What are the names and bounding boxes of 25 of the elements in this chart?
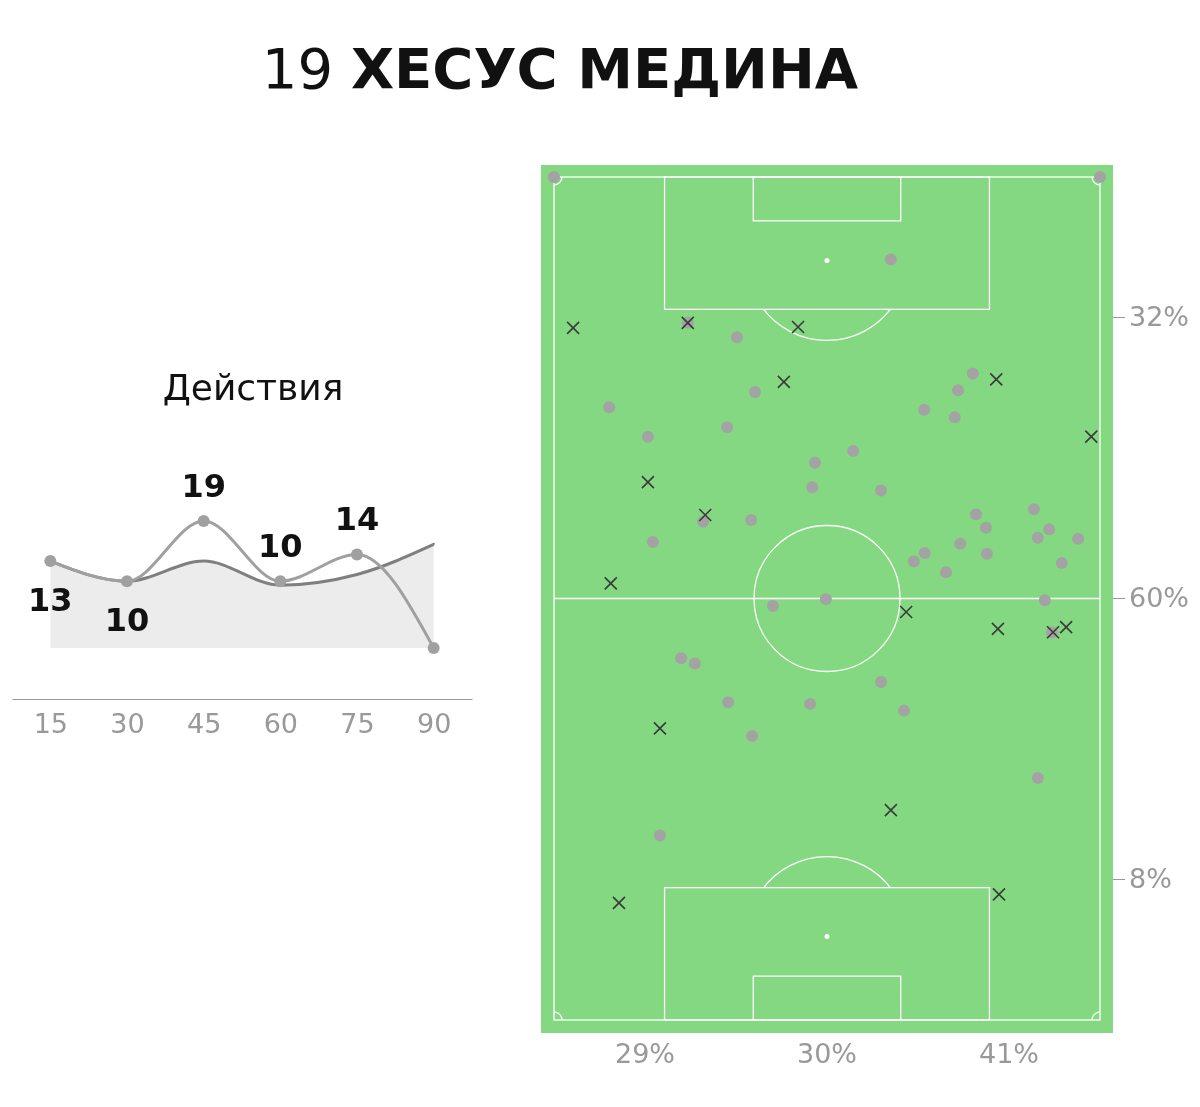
data-label: 10 (104, 601, 150, 640)
category-label: 8% (1129, 863, 1172, 895)
point (197, 515, 210, 527)
category-label: 60% (1129, 582, 1190, 614)
point (44, 555, 57, 568)
data-label: 19 (181, 467, 226, 505)
x-tick-label: 75 (340, 708, 375, 740)
data-label: 10 (258, 527, 303, 566)
x-tick-label: 60 (263, 708, 299, 740)
data-label: 14 (334, 500, 380, 539)
x-tick-label: 15 (33, 708, 69, 740)
x-tick-label: 45 (186, 708, 222, 740)
category-label: 30% (796, 1038, 858, 1069)
point (274, 575, 287, 588)
chart-subtitle: Действия (162, 367, 344, 408)
chart-title: 19 ХЕСУС МЕДИНА (261, 36, 859, 101)
category-label: 41% (978, 1038, 1040, 1069)
x-tick-label: 30 (110, 708, 145, 740)
point (121, 575, 133, 588)
category-label: 32% (1129, 301, 1190, 333)
point (351, 548, 363, 561)
x-tick-label: 90 (416, 708, 452, 740)
data-label: 13 (28, 581, 73, 620)
category-label: 29% (614, 1038, 676, 1069)
point (427, 642, 440, 654)
